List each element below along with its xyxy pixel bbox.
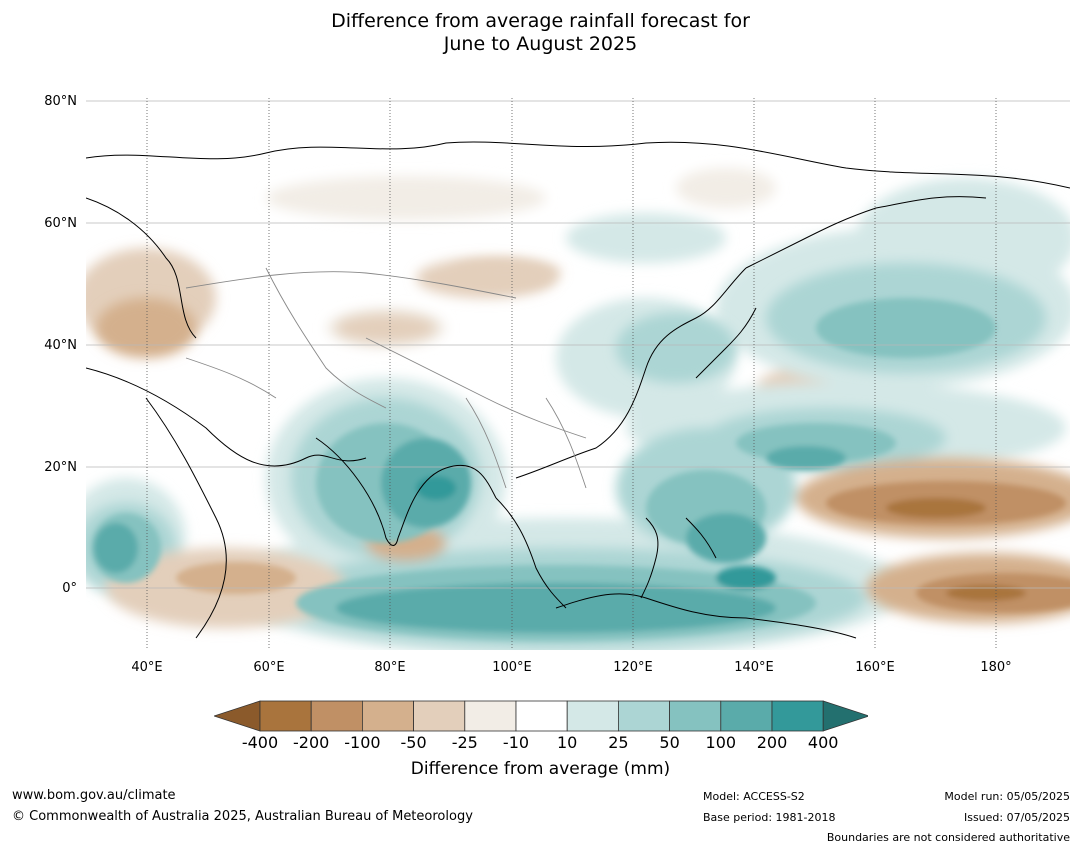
- graticule: [86, 100, 1070, 589]
- colorbar-tick-label: 200: [756, 733, 788, 752]
- colorbar-segment: [669, 700, 722, 732]
- colorbar-tick-label: -200: [293, 733, 330, 752]
- footer-base-period: Base period: 1981-2018: [703, 811, 836, 824]
- colorbar-tick-label: -400: [241, 733, 279, 752]
- footer-issued: Issued: 07/05/2025: [963, 811, 1070, 824]
- colorbar-tick-label: 100: [705, 733, 737, 752]
- colorbar-segment: [259, 700, 312, 732]
- title-line-1: Difference from average rainfall forecas…: [331, 10, 750, 32]
- lon-label-100e: 100°E: [492, 660, 532, 675]
- colorbar-arrow-low: [214, 700, 261, 732]
- colorbar-tick-label: -50: [400, 733, 427, 752]
- lon-label-180: 180°: [980, 660, 1012, 675]
- map-canvas: [86, 98, 1070, 650]
- lat-label-80n: 80°N: [44, 94, 77, 109]
- colorbar-label: Difference from average (mm): [410, 759, 671, 779]
- colorbar-segment: [464, 700, 517, 732]
- country-borders: [185, 267, 587, 489]
- footer-copyright: © Commonwealth of Australia 2025, Austra…: [12, 809, 473, 824]
- footer-model: Model: ACCESS-S2: [703, 790, 805, 803]
- colorbar-segment: [413, 700, 466, 732]
- lat-label-20n: 20°N: [44, 460, 77, 475]
- lon-label-140e: 140°E: [734, 660, 774, 675]
- lon-label-160e: 160°E: [855, 660, 895, 675]
- footer-disclaimer: Boundaries are not considered authoritat…: [826, 831, 1070, 844]
- colorbar-segment: [566, 700, 619, 732]
- colorbar-segment: [515, 700, 568, 732]
- map-title: Difference from average rainfall forecas…: [0, 10, 1081, 56]
- lon-label-60e: 60°E: [253, 660, 285, 675]
- footer-url[interactable]: www.bom.gov.au/climate: [12, 788, 176, 803]
- colorbar-tick-label: -100: [344, 733, 381, 752]
- colorbar-arrow-high: [822, 700, 868, 732]
- footer-model-run: Model run: 05/05/2025: [944, 790, 1070, 803]
- colorbar-tick-label: 400: [807, 733, 839, 752]
- lon-label-120e: 120°E: [613, 660, 653, 675]
- lon-label-80e: 80°E: [374, 660, 406, 675]
- colorbar-segment: [361, 700, 414, 732]
- colorbar-segment: [617, 700, 670, 732]
- rainfall-map: [86, 98, 1070, 650]
- colorbar-tick-label: 50: [659, 733, 680, 752]
- colorbar-segment: [720, 700, 773, 732]
- colorbar-tick-label: 10: [557, 733, 578, 752]
- colorbar-tick-label: -10: [502, 733, 530, 752]
- lat-label-60n: 60°N: [44, 216, 77, 231]
- colorbar-tick-label: -25: [451, 733, 478, 752]
- lon-label-40e: 40°E: [131, 660, 163, 675]
- lat-label-0: 0°: [62, 581, 77, 596]
- lat-label-40n: 40°N: [44, 338, 77, 353]
- title-line-2: June to August 2025: [443, 33, 638, 55]
- colorbar-tick-label: 25: [608, 733, 629, 752]
- colorbar-segment: [310, 700, 363, 732]
- colorbar: [214, 700, 868, 732]
- colorbar-segment: [771, 700, 824, 732]
- coastlines: [86, 141, 1070, 639]
